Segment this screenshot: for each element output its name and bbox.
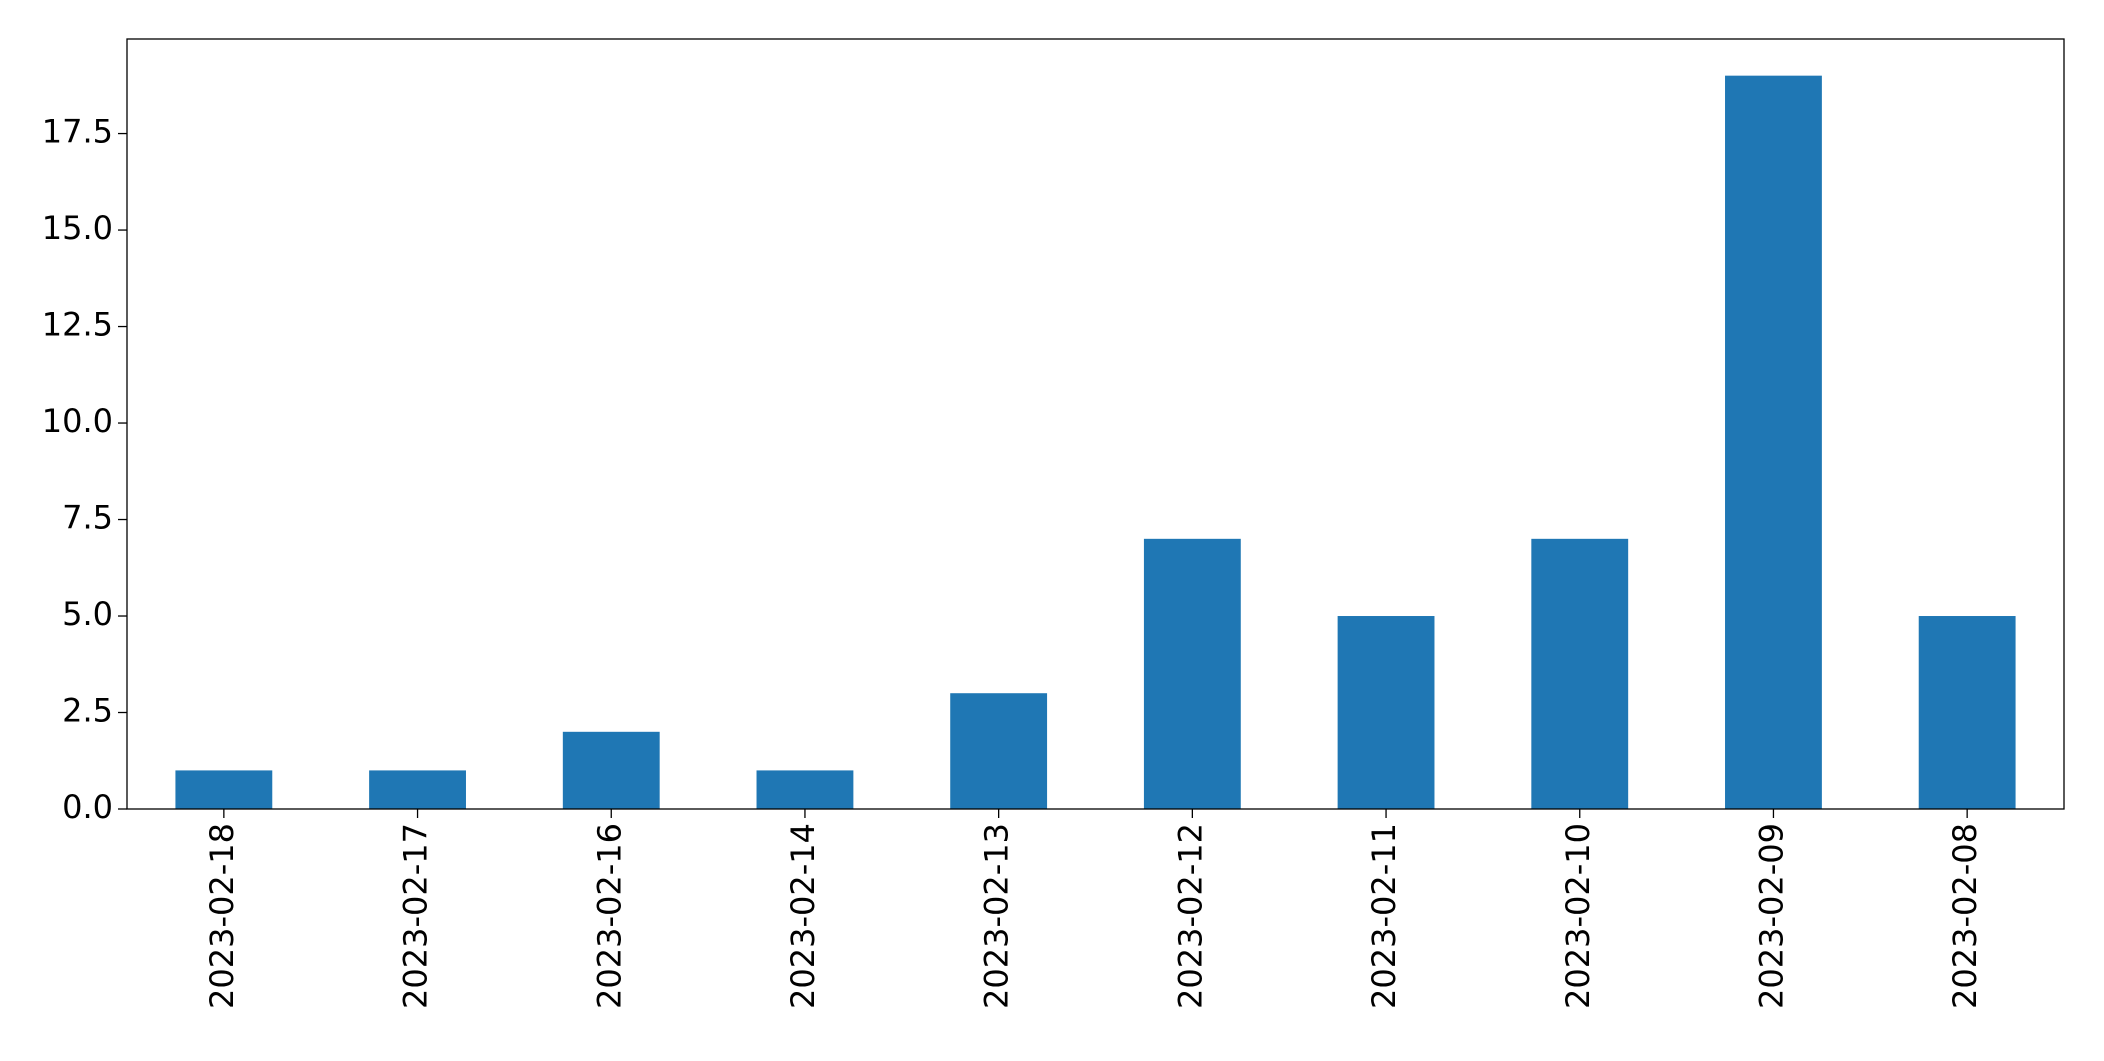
y-tick-label: 12.5 [42,306,113,344]
bar [756,770,854,809]
bar [1143,538,1241,809]
y-tick-label: 0.0 [62,788,113,826]
x-tick-label: 2023-02-17 [397,823,435,1009]
y-tick-label: 2.5 [62,692,113,730]
y-tick-label: 17.5 [42,113,113,151]
plot-frame [126,38,2065,810]
x-tick-label: 2023-02-11 [1365,823,1403,1009]
bar [1918,616,2016,809]
x-tick-label: 2023-02-14 [784,823,822,1009]
bar [369,770,466,809]
bar [562,731,660,809]
x-tick-label: 2023-02-12 [1171,823,1209,1009]
x-tick-label: 2023-02-08 [1946,823,1984,1009]
x-tick-label: 2023-02-10 [1559,823,1597,1009]
x-tick-label: 2023-02-13 [978,823,1016,1009]
x-tick-label: 2023-02-18 [203,823,241,1009]
bar [1531,538,1629,809]
x-tick-label: 2023-02-09 [1752,823,1790,1009]
x-tick-label: 2023-02-16 [590,823,628,1009]
bar [175,770,273,809]
bar [1725,75,1822,809]
y-tick-label: 7.5 [62,499,113,537]
y-tick-label: 10.0 [42,402,113,440]
y-tick-label: 15.0 [42,209,113,247]
bar [950,693,1048,809]
bar [1337,616,1435,809]
y-tick-label: 5.0 [62,595,113,633]
